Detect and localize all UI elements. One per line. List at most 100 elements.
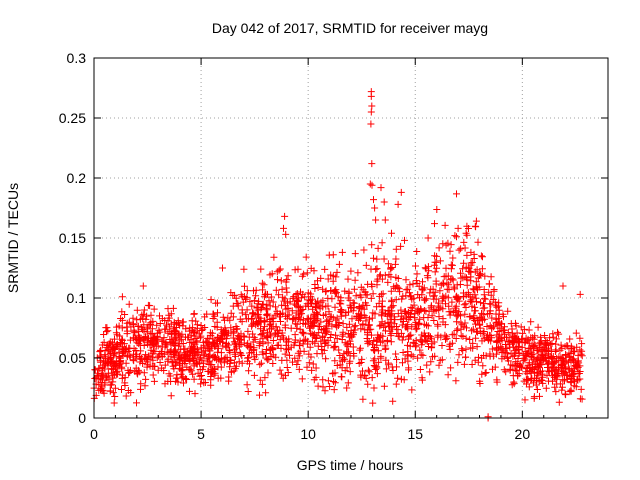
data-point [401, 355, 409, 363]
data-point [474, 238, 482, 246]
data-point [219, 264, 226, 272]
data-point [347, 267, 355, 275]
data-point [471, 307, 479, 315]
data-point [290, 293, 298, 301]
data-point [240, 265, 248, 273]
data-point [294, 357, 302, 365]
data-point [259, 326, 267, 334]
data-point [537, 368, 544, 376]
data-point [253, 303, 261, 311]
data-point [399, 359, 406, 367]
data-point [552, 346, 560, 354]
data-point [483, 323, 491, 330]
data-point [578, 347, 586, 355]
data-point [490, 286, 498, 293]
data-point [416, 346, 424, 354]
data-point [448, 339, 456, 347]
data-point [576, 334, 584, 342]
data-point [477, 330, 485, 337]
data-point [191, 329, 198, 337]
data-point [472, 217, 480, 225]
data-point [165, 311, 173, 319]
data-point [246, 298, 254, 306]
data-point [330, 343, 338, 351]
data-point [226, 363, 234, 371]
data-point [486, 350, 494, 358]
data-point [380, 323, 388, 331]
data-point [523, 376, 531, 384]
data-point [452, 377, 460, 385]
data-point [488, 314, 496, 322]
data-point [471, 356, 479, 364]
data-point [356, 305, 364, 313]
data-point [91, 366, 99, 374]
data-point [404, 285, 412, 293]
data-point [552, 358, 560, 366]
data-point [276, 366, 284, 374]
data-point [357, 359, 365, 366]
data-point [426, 289, 434, 297]
data-point [539, 357, 547, 365]
data-point [170, 365, 178, 373]
data-point [431, 252, 439, 260]
data-point [528, 365, 536, 373]
data-point [504, 337, 512, 345]
data-point [468, 361, 476, 368]
data-point [133, 316, 141, 324]
data-point [284, 345, 292, 353]
data-point [561, 390, 569, 398]
data-point [98, 370, 106, 378]
data-point [568, 344, 576, 352]
data-point [462, 345, 470, 353]
data-point [262, 304, 270, 312]
data-point [267, 293, 275, 301]
data-point [559, 376, 567, 384]
x-tick-label: 5 [197, 426, 205, 442]
data-point [361, 372, 369, 380]
data-point [230, 338, 238, 346]
data-point [245, 367, 253, 375]
data-point [302, 253, 310, 261]
data-point [130, 326, 138, 334]
data-point [325, 308, 333, 316]
data-point [248, 302, 256, 310]
data-point [372, 265, 380, 273]
data-point [190, 375, 198, 383]
data-point [176, 321, 184, 329]
data-point [564, 342, 572, 350]
data-point [275, 291, 283, 299]
data-point [187, 367, 195, 375]
data-point [161, 361, 169, 369]
data-point [156, 359, 164, 366]
data-point [193, 360, 201, 368]
data-point [548, 340, 556, 347]
data-point [368, 181, 376, 189]
data-point [272, 286, 280, 294]
data-point [373, 265, 381, 273]
data-point [147, 319, 155, 327]
data-point [180, 379, 187, 387]
data-point [521, 396, 529, 404]
data-point [237, 341, 245, 348]
data-point [242, 295, 249, 303]
data-point [510, 378, 518, 386]
data-point [344, 294, 352, 302]
data-point [324, 302, 332, 310]
data-point [368, 283, 376, 291]
data-point [110, 399, 118, 407]
data-point [314, 382, 322, 390]
data-point [106, 354, 114, 362]
data-point [123, 327, 131, 335]
data-point [374, 244, 382, 252]
data-point [120, 346, 128, 354]
data-point [481, 272, 489, 280]
data-point [319, 376, 327, 384]
data-point [309, 360, 317, 368]
data-point [130, 334, 138, 342]
data-point [573, 361, 581, 369]
data-point [133, 306, 141, 314]
data-point [111, 393, 119, 400]
data-point [266, 330, 274, 338]
data-point [167, 353, 175, 361]
data-point [304, 289, 312, 297]
